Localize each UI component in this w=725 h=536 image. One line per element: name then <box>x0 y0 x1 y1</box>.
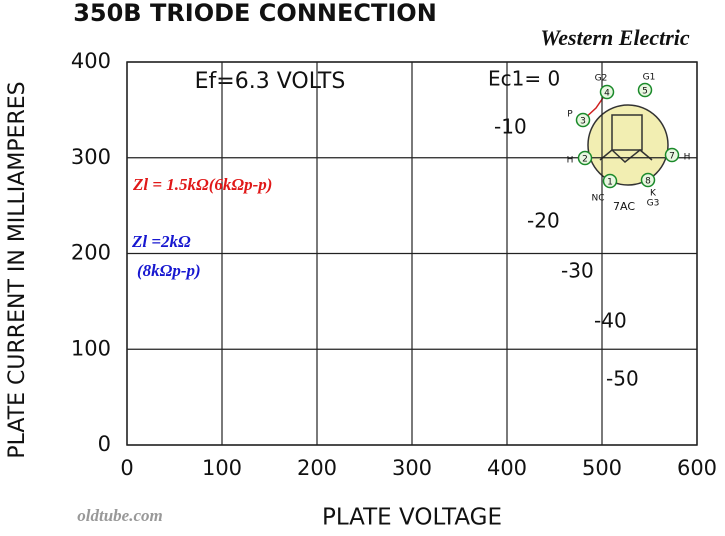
electrode-label: G3 <box>647 199 660 209</box>
x-axis-label: PLATE VOLTAGE <box>322 505 502 531</box>
pin <box>602 173 618 189</box>
tube-base-diagram <box>582 91 669 186</box>
load-line-label: (8kΩp-p) <box>137 261 201 280</box>
y-axis-label: PLATE CURRENT IN MILLIAMPERES <box>5 81 30 458</box>
pin <box>575 112 591 128</box>
curve-label: -50 <box>606 367 639 391</box>
x-tick-label: 400 <box>487 456 527 480</box>
chart-title: 350B TRIODE CONNECTION <box>73 0 437 27</box>
y-tick-label: 300 <box>71 145 111 169</box>
curve-label: -30 <box>561 259 594 283</box>
base-label: 7AC <box>613 200 635 213</box>
curve-label: -10 <box>494 115 527 139</box>
y-tick-label: 400 <box>71 49 111 73</box>
pin-label: 4 <box>604 89 610 99</box>
pin-label: 7 <box>669 152 675 162</box>
electrode-label: G1 <box>643 73 656 83</box>
pin-label: 2 <box>582 155 588 165</box>
y-tick-label: 200 <box>71 241 111 265</box>
curve-label: Ec1= 0 <box>488 67 560 91</box>
pin-label: 5 <box>642 87 648 97</box>
pin <box>640 172 656 188</box>
electrode-label: H <box>684 153 691 163</box>
pin <box>637 82 653 98</box>
pin-label: 8 <box>645 177 651 187</box>
tube-element <box>611 114 643 151</box>
x-tick-label: 200 <box>297 456 337 480</box>
pin-label: 3 <box>580 117 586 127</box>
x-tick-label: 0 <box>120 456 133 480</box>
curve-label: -40 <box>594 309 627 333</box>
plot-frame <box>126 61 698 446</box>
electrode-label: NC <box>591 194 604 204</box>
load-line-label: Zl = 1.5kΩ(6kΩp-p) <box>132 175 272 194</box>
curve-label: -20 <box>527 209 560 233</box>
pin <box>664 147 680 163</box>
load-line-label: Zl =2kΩ <box>131 232 191 251</box>
pin <box>599 84 615 100</box>
y-tick-label: 0 <box>98 432 111 456</box>
condition: Ef=6.3 VOLTS <box>195 69 346 94</box>
x-tick-label: 600 <box>677 456 717 480</box>
electrode-label: P <box>567 110 573 120</box>
watermark: oldtube.com <box>77 506 162 525</box>
brand: Western Electric <box>540 25 690 50</box>
y-tick-label: 100 <box>71 336 111 360</box>
x-tick-label: 300 <box>392 456 432 480</box>
pin-label: 1 <box>607 178 613 188</box>
electrode-label: H <box>567 156 574 166</box>
tube-base <box>587 104 669 186</box>
x-tick-label: 500 <box>582 456 622 480</box>
electrode-label: G2 <box>595 74 608 84</box>
pin <box>577 150 593 166</box>
tube-heater <box>599 149 653 163</box>
electrode-label: K <box>650 189 657 199</box>
x-tick-label: 100 <box>202 456 242 480</box>
